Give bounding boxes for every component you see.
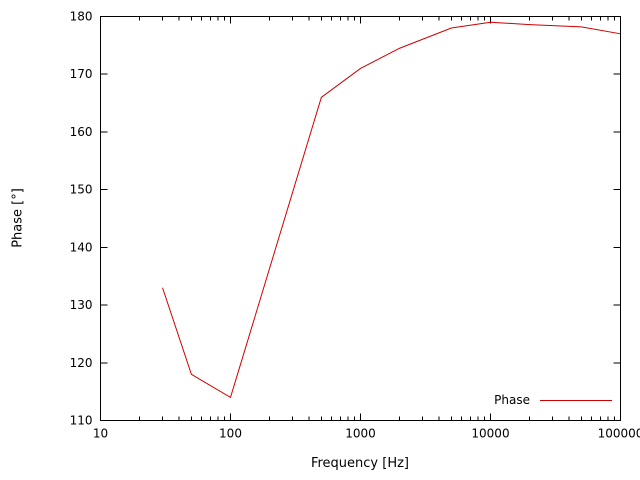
y-tick-label: 140 xyxy=(70,240,93,254)
x-axis-title: Frequency [Hz] xyxy=(310,456,410,471)
y-tick-label: 110 xyxy=(70,414,93,428)
y-tick-label: 180 xyxy=(70,10,93,24)
y-tick-label: 160 xyxy=(70,125,93,139)
plot-border xyxy=(100,16,621,421)
x-tick-label: 1000 xyxy=(345,427,376,441)
legend: Phase xyxy=(494,392,612,408)
legend-line-sample xyxy=(540,399,612,401)
y-tick-label: 130 xyxy=(70,298,93,312)
x-tick-label: 100 xyxy=(219,427,242,441)
series-line-phase xyxy=(162,21,621,399)
y-tick-label: 150 xyxy=(70,183,93,197)
legend-label-phase: Phase xyxy=(494,393,530,407)
y-axis-title: Phase [°] xyxy=(10,188,26,248)
x-tick-label: 100000 xyxy=(598,427,640,441)
x-tick-label: 10000 xyxy=(471,427,509,441)
y-tick-label: 120 xyxy=(70,356,93,370)
x-tick-label: 10 xyxy=(93,427,108,441)
y-tick-label: 170 xyxy=(70,67,93,81)
